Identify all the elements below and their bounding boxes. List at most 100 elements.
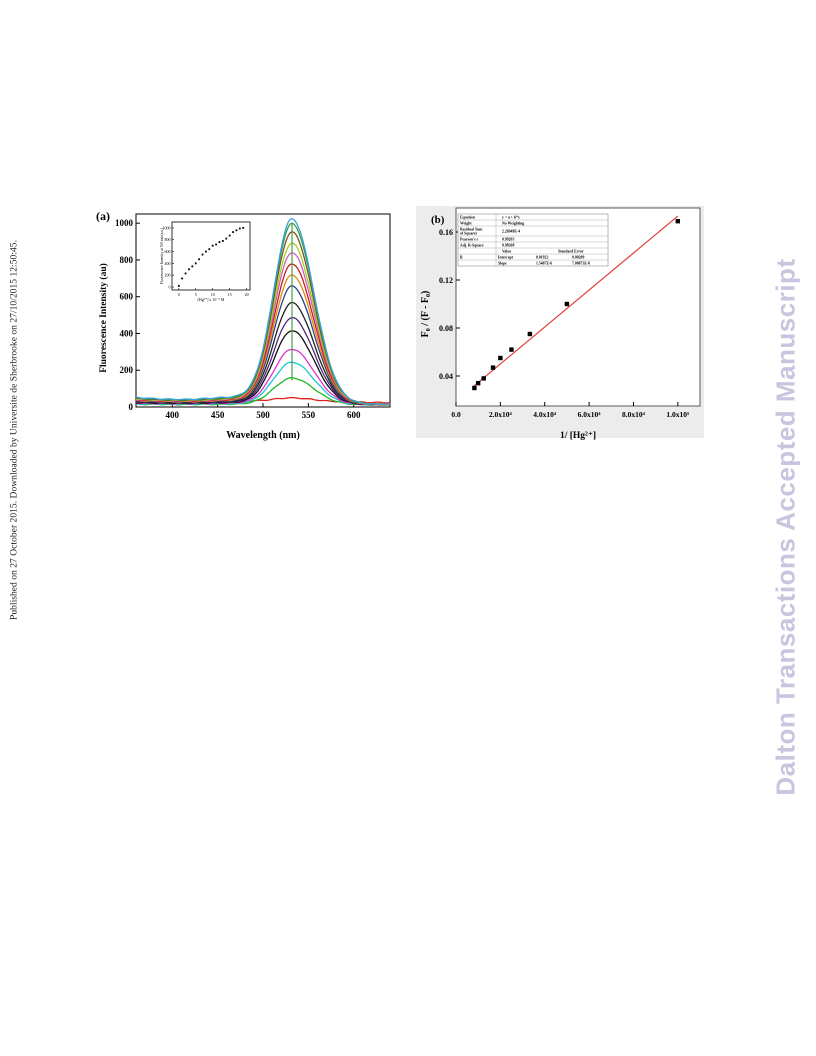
linear-fit-plot-area: 0.0 2.0x10⁴ 4.0x10⁴ 6.0x10⁴ 8.0x10⁴ 1.0x10⁵ 0.… (439, 207, 701, 419)
inset-x-tick-label: 5 (195, 292, 197, 297)
data-point-b (527, 331, 533, 337)
fit-table-cell: Equation (460, 216, 476, 220)
inset-data-point (198, 258, 201, 261)
inset-data-point (177, 284, 180, 287)
inset-data-point (201, 253, 204, 256)
data-point-b (498, 355, 503, 361)
fit-table-cell: 0.99203 (502, 238, 514, 242)
spectrum-series-10 (135, 263, 391, 406)
data-point-b (472, 385, 477, 391)
inset-data-point (228, 234, 231, 237)
inset-data-point (181, 277, 184, 280)
spectrum-series-3 (135, 361, 391, 406)
fit-table-cell: 0.98368 (502, 244, 514, 248)
inset-data-point (194, 262, 197, 265)
data-point-b (675, 219, 681, 224)
y-tick-label-b: 0.16 (439, 228, 453, 237)
inset-y-tick-label: 1000 (163, 225, 171, 230)
fit-table-cell: 0.00209 (572, 256, 584, 260)
data-point-b (509, 347, 514, 352)
x-tick-label-a: 550 (302, 410, 316, 420)
inset-data-point (188, 268, 190, 271)
y-tick-label-b: 0.04 (439, 372, 453, 381)
inset-x-tick-label: 20 (245, 292, 249, 297)
inset-x-label: [Hg²⁺] x 10⁻⁶ M (198, 297, 225, 302)
plot-frame-b (455, 207, 701, 407)
inset-frame (171, 221, 251, 291)
inset-data-point (221, 240, 224, 242)
fit-table-frame (457, 213, 609, 267)
x-tick-label-a: 450 (211, 410, 225, 420)
fit-results-table: Equation y = a + b*x Weight No Weighting Res… (457, 213, 609, 267)
fit-table-cell: Pearson's r (460, 238, 479, 242)
x-tick-label-b: 8.0x10⁴ (622, 410, 646, 419)
panel-label-a: (a) (96, 209, 110, 223)
inset-data-point (235, 229, 238, 232)
inset-x-tick-label: 0 (178, 292, 180, 297)
inset-y-tick-label: 800 (165, 237, 171, 242)
inset-data-point (184, 272, 187, 275)
panel-label-b: (b) (431, 214, 445, 226)
watermark-text: Dalton Transactions Accepted Manuscript (770, 258, 801, 796)
figure-panel-b: 0.0 2.0x10⁴ 4.0x10⁴ 6.0x10⁴ 8.0x10⁴ 1.0x10⁵ 0.… (416, 206, 704, 450)
fit-table-cell: Standard Error (558, 250, 584, 254)
y-tick-label-a: 600 (120, 292, 134, 302)
data-point-b (475, 381, 481, 386)
fit-table-cell: Weight (460, 222, 472, 226)
inset-y-label: Fluorescence Intensity at 530 nm (a.u.) (160, 227, 164, 284)
y-axis-label-b: F₀ / (F - F₀) (420, 291, 431, 338)
inset-data-point (242, 227, 245, 229)
fit-table-cell: Adj. R-Square (460, 244, 484, 248)
inset-data-point (218, 241, 221, 244)
inset-x-tick-label: 15 (228, 292, 232, 297)
fit-table-cell: B (460, 256, 463, 260)
spectrum-series-15 (135, 217, 391, 406)
y-tick-label-a: 400 (120, 328, 134, 338)
x-axis-label-b: 1/ [Hg²⁺] (560, 431, 596, 441)
inset-x-tick-label: 10 (211, 292, 215, 297)
inset-data-point (232, 231, 234, 233)
inset-data-point (238, 227, 241, 230)
inset-data-point (208, 248, 211, 251)
inset-data-point (205, 250, 207, 253)
fit-table-cell: 0.01922 (536, 256, 548, 260)
inset-y-tick-label: 0 (169, 285, 171, 290)
data-point-b (564, 301, 570, 307)
x-tick-label-b: 2.0x10⁴ (489, 410, 513, 419)
inset-data-point (211, 244, 214, 247)
y-tick-label-b: 0.08 (439, 324, 453, 333)
x-tick-label-a: 600 (347, 410, 361, 420)
inset-data-point (191, 265, 194, 268)
fit-table-cell: Slope (498, 262, 507, 266)
data-point-b (490, 365, 496, 370)
fit-table-cell: 1.5407E-6 (536, 262, 552, 266)
inset-data-point (215, 243, 217, 246)
x-tick-label-b: 1.0x10⁵ (666, 410, 690, 419)
x-axis-label-a: Wavelength (nm) (226, 430, 300, 441)
x-tick-label-a: 500 (256, 410, 270, 420)
y-tick-label-b: 0.12 (439, 276, 453, 285)
x-tick-label-b: 0.0 (451, 410, 461, 419)
publication-notice-text: Published on 27 October 2015. Downloaded… (8, 240, 20, 620)
linear-fit-line (473, 215, 679, 387)
x-tick-label-b: 4.0x10⁴ (533, 410, 557, 419)
fit-table-cell: Residual Sum (460, 227, 483, 231)
fit-table-cell: Value (502, 250, 511, 254)
inset-data-point (225, 237, 228, 240)
fit-table-cell: No Weighting (502, 222, 524, 226)
fit-table-cell: 2.26949E-4 (502, 230, 520, 234)
inset-y-tick-label: 200 (165, 273, 171, 278)
data-point-b (481, 376, 486, 381)
fit-table-cell: of Squares (460, 232, 478, 236)
y-tick-label-a: 0 (129, 402, 134, 412)
x-tick-label-a: 400 (166, 410, 180, 420)
inset-y-tick-label: 600 (165, 249, 171, 254)
y-tick-label-a: 800 (120, 255, 134, 265)
fit-table-cell: Intercept (498, 256, 514, 260)
y-tick-label-a: 1000 (115, 218, 134, 228)
x-tick-label-b: 6.0x10⁴ (578, 410, 602, 419)
inset-y-tick-label: 400 (165, 261, 171, 266)
y-axis-label-a: Fluorescence Intensity (au) (98, 263, 109, 373)
